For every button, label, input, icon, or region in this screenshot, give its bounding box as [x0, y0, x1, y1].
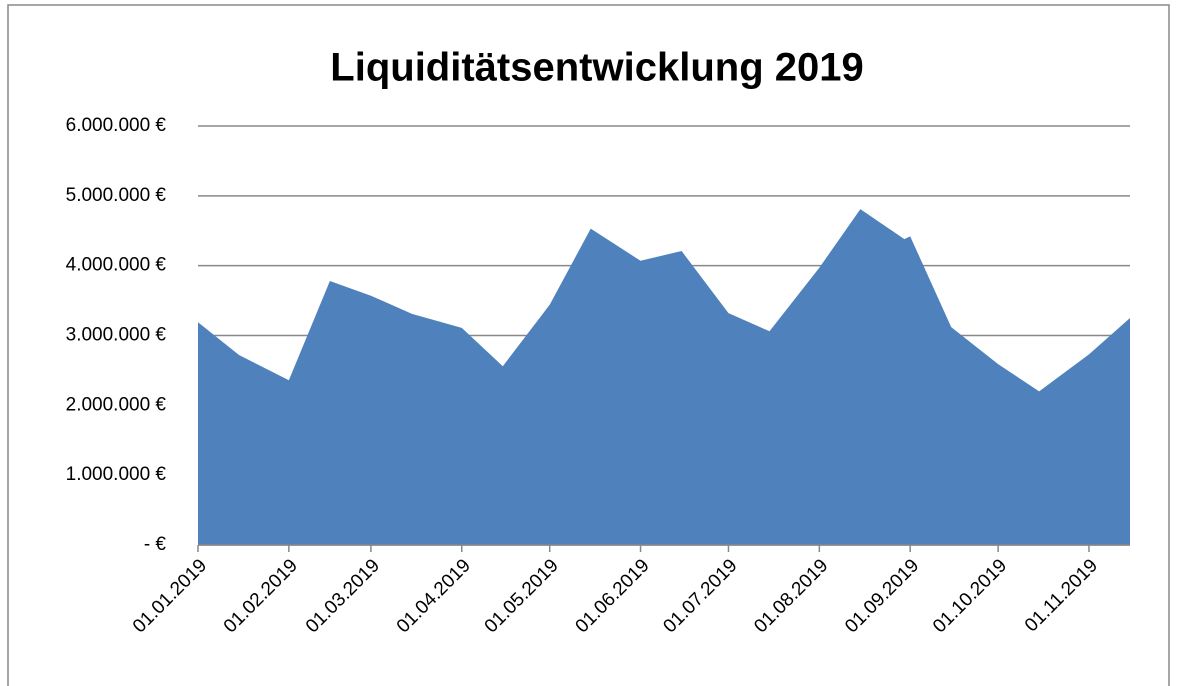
y-tick-label: 4.000.000 €: [66, 255, 167, 276]
y-tick-label: 5.000.000 €: [66, 185, 167, 206]
y-tick-label: 3.000.000 €: [66, 325, 167, 346]
y-tick-label: 2.000.000 €: [66, 394, 167, 415]
y-tick-label: 1.000.000 €: [66, 464, 167, 485]
chart-title: Liquiditätsentwicklung 2019: [330, 46, 863, 90]
y-tick-label: - €: [144, 534, 167, 555]
y-tick-label: 6.000.000 €: [66, 115, 167, 136]
area: [198, 209, 1130, 545]
